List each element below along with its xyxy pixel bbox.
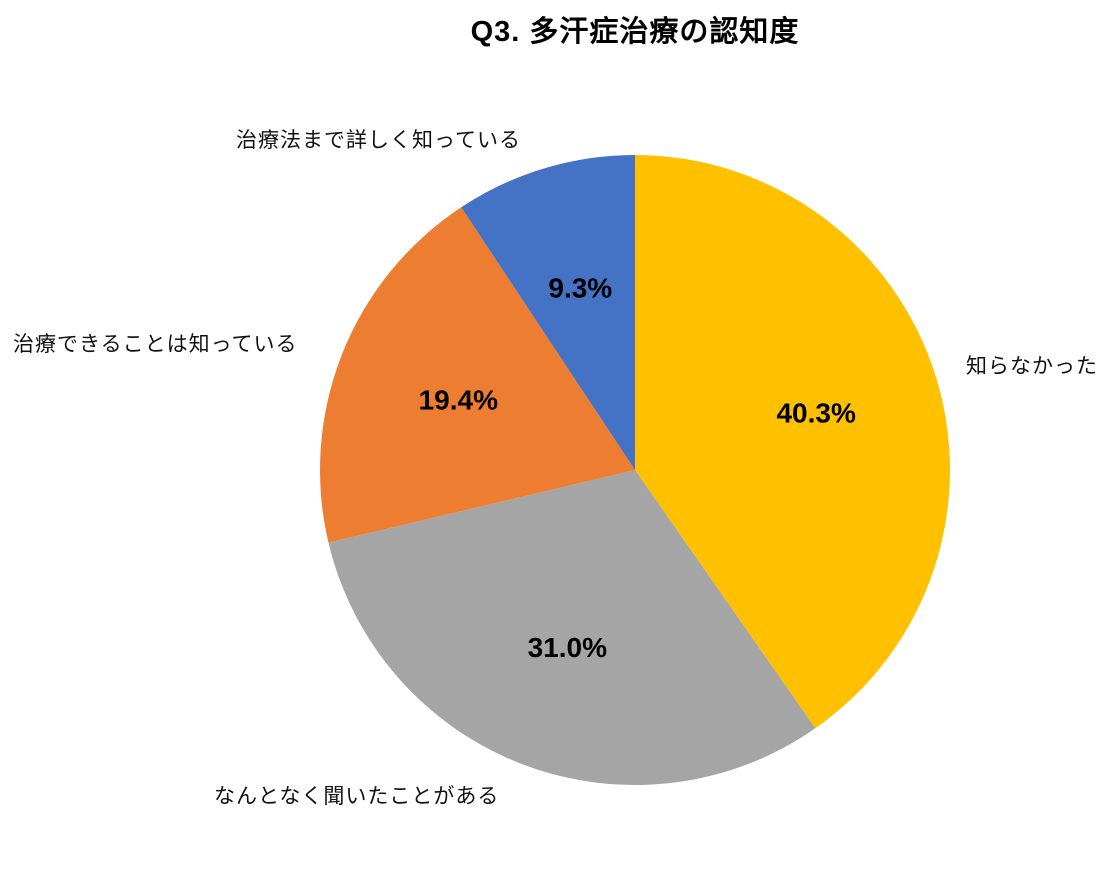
pie-slice-0 <box>635 155 950 729</box>
slice-label-didnt-know: 知らなかった <box>966 355 1098 378</box>
chart-title: Q3. 多汗症治療の認知度 <box>470 16 800 48</box>
pie-slice-value-2: 19.4% <box>419 385 498 416</box>
pie-slice-value-3: 9.3% <box>548 273 612 304</box>
pie-slice-2 <box>319 207 635 543</box>
pie-slice-3 <box>461 155 635 470</box>
pie-slice-value-0: 40.3% <box>776 398 855 429</box>
pie-slice-1 <box>328 470 816 786</box>
pie-slice-value-1: 31.0% <box>528 632 607 663</box>
slice-label-know-treatable: 治療できることは知っている <box>13 333 298 356</box>
slice-label-vaguely-heard: なんとなく聞いたことがある <box>214 785 500 808</box>
slice-label-know-methods-in-detail: 治療法まで詳しく知っている <box>236 129 521 152</box>
